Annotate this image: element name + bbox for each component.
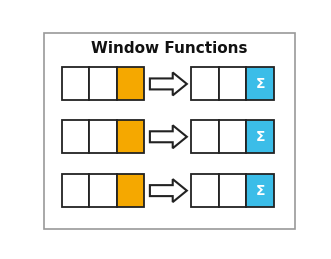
Bar xyxy=(89,68,117,100)
Bar xyxy=(219,68,246,100)
Polygon shape xyxy=(150,179,187,202)
Bar xyxy=(62,68,89,100)
Bar xyxy=(219,174,246,207)
Bar xyxy=(89,174,117,207)
Text: Window Functions: Window Functions xyxy=(91,40,248,55)
FancyBboxPatch shape xyxy=(44,33,295,228)
Bar xyxy=(246,120,274,153)
Bar xyxy=(246,174,274,207)
Bar xyxy=(117,68,144,100)
Text: Σ: Σ xyxy=(255,184,265,198)
Bar xyxy=(117,174,144,207)
Bar xyxy=(117,120,144,153)
Bar xyxy=(191,68,219,100)
Bar xyxy=(89,120,117,153)
Text: Σ: Σ xyxy=(255,77,265,91)
Bar xyxy=(191,120,219,153)
Bar xyxy=(219,120,246,153)
Text: Σ: Σ xyxy=(255,130,265,144)
Polygon shape xyxy=(150,125,187,148)
Bar xyxy=(191,174,219,207)
Polygon shape xyxy=(150,73,187,95)
Bar xyxy=(62,120,89,153)
Bar xyxy=(246,68,274,100)
Bar xyxy=(62,174,89,207)
